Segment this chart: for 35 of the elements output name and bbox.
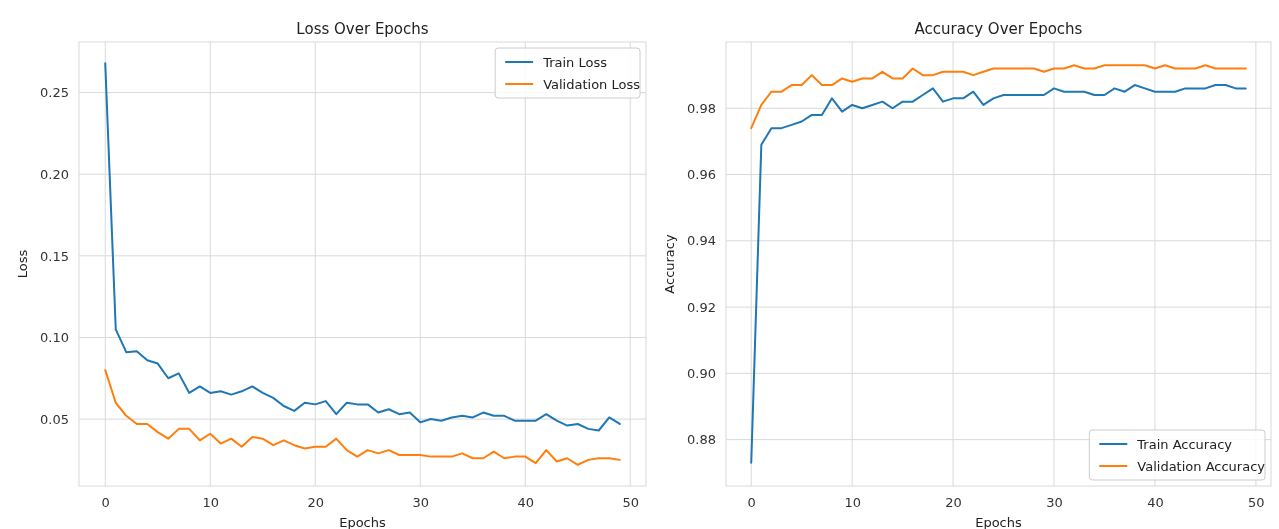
chart-title: Accuracy Over Epochs [914, 20, 1083, 38]
x-tick-label: 20 [307, 495, 325, 511]
y-tick-label: 0.15 [40, 248, 69, 264]
x-tick-label: 50 [1248, 495, 1265, 511]
x-tick-label: 40 [1147, 495, 1164, 511]
x-tick-label: 10 [844, 495, 861, 511]
line-series [104, 369, 621, 466]
y-tick-label: 0.94 [687, 233, 716, 249]
y-tick-label: 0.20 [40, 166, 69, 182]
x-tick-label: 40 [517, 495, 535, 511]
x-tick-label: 20 [945, 495, 962, 511]
y-axis-title: Loss [15, 249, 30, 279]
x-axis-title: Epochs [975, 515, 1023, 529]
x-axis-title: Epochs [339, 515, 387, 529]
legend-label: Validation Loss [543, 77, 641, 92]
y-tick-label: 0.10 [40, 330, 69, 346]
x-tick-label: 30 [1046, 495, 1063, 511]
y-tick-label: 0.88 [687, 432, 716, 448]
y-tick-label: 0.98 [687, 100, 716, 116]
x-tick-label: 0 [747, 495, 756, 511]
y-tick-label: 0.25 [40, 85, 69, 101]
y-tick-label: 0.90 [687, 366, 716, 381]
x-tick-label: 50 [622, 495, 640, 511]
x-tick-label: 10 [202, 495, 220, 511]
legend-label: Train Accuracy [1136, 437, 1233, 452]
y-tick-label: 0.96 [687, 167, 716, 183]
y-tick-label: 0.92 [687, 299, 716, 315]
x-tick-label: 30 [412, 495, 430, 511]
y-axis-title: Accuracy [662, 234, 677, 294]
legend-label: Validation Accuracy [1137, 459, 1266, 474]
legend-label: Train Loss [542, 55, 608, 70]
x-tick-label: 0 [101, 495, 110, 511]
y-tick-label: 0.05 [40, 411, 69, 427]
chart-title: Loss Over Epochs [296, 20, 429, 38]
line-series [750, 64, 1247, 130]
